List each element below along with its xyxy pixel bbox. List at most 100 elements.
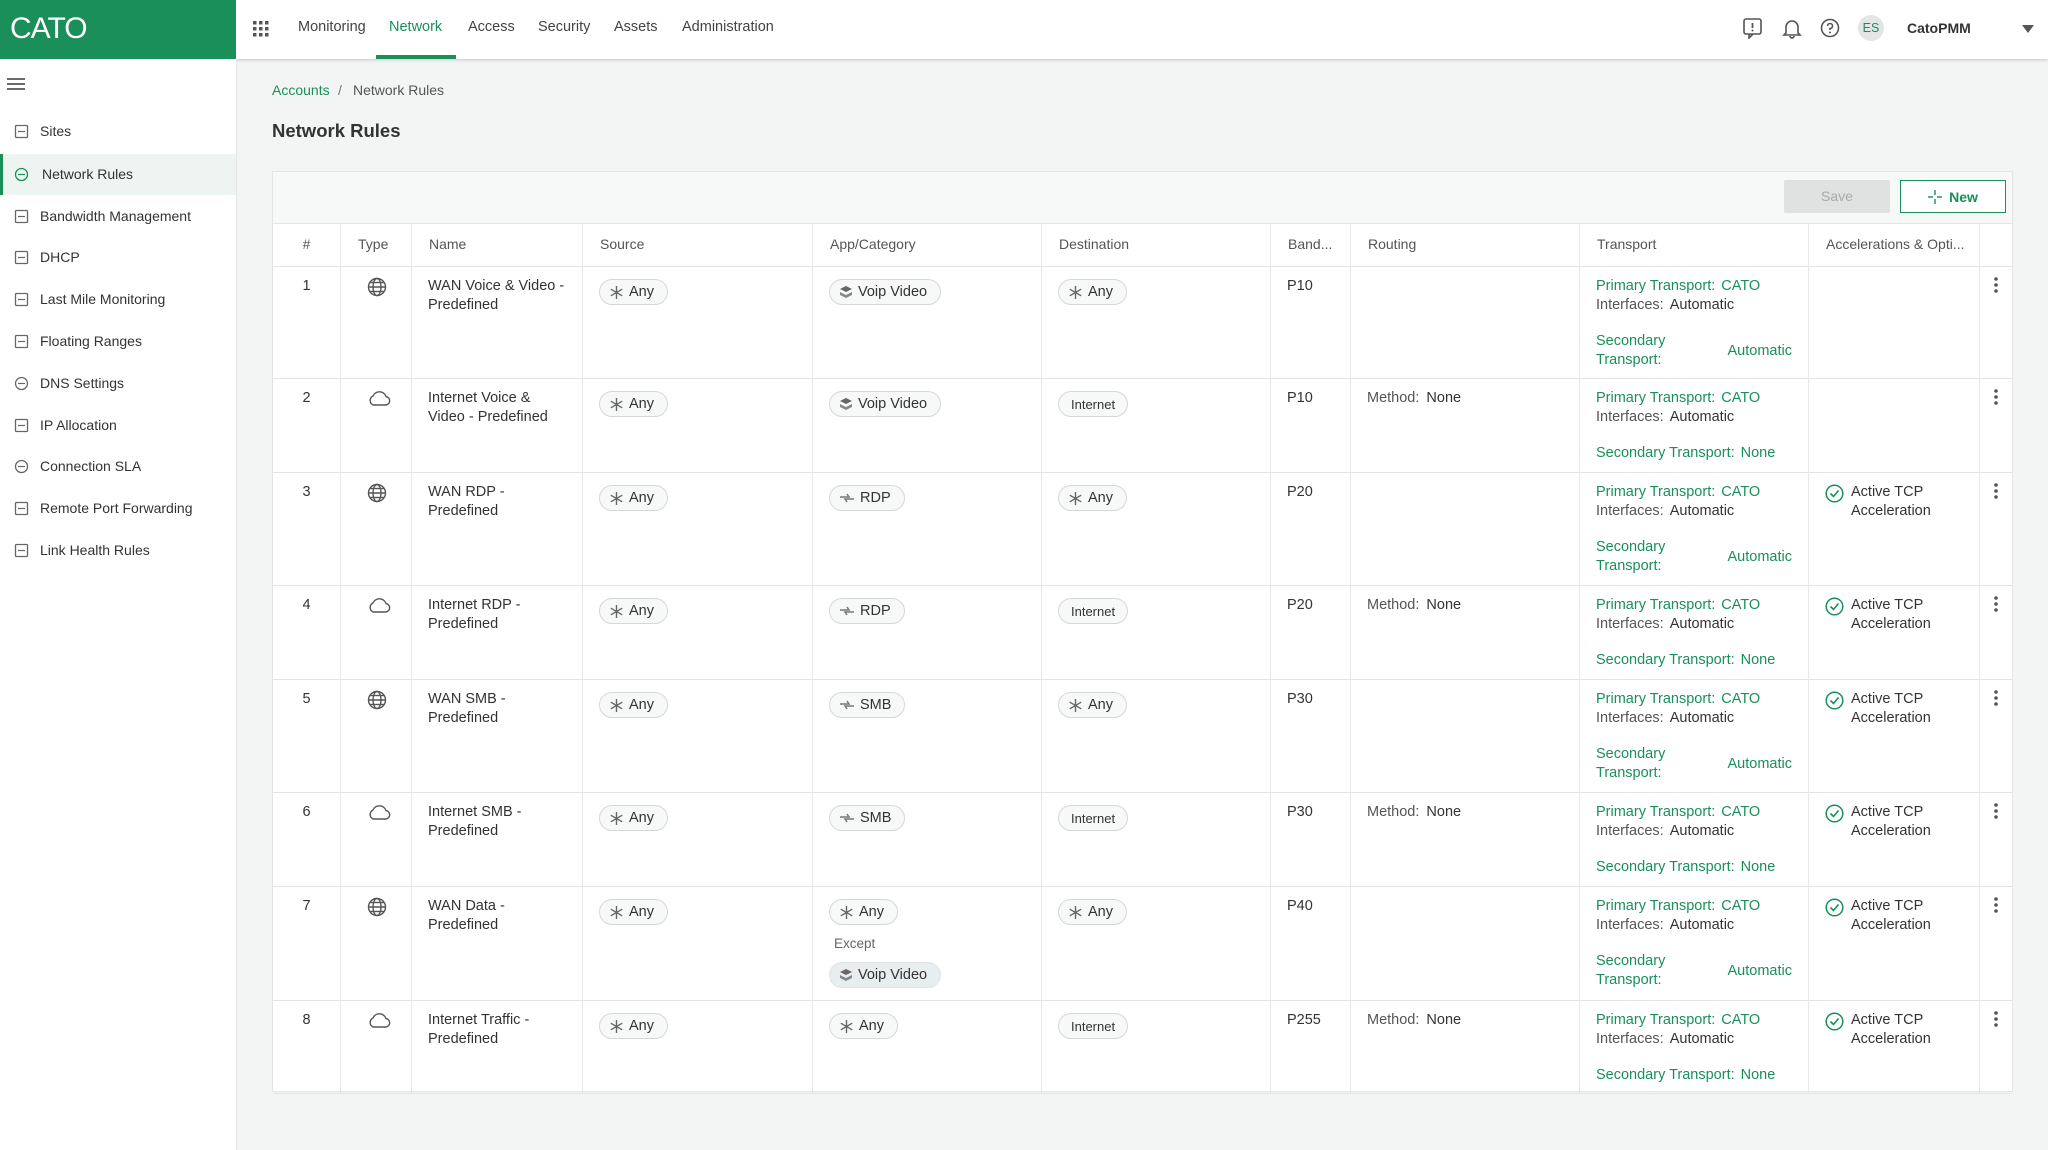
primary-label: Primary Transport: [1596,390,1716,406]
secondary-value: None [1740,445,1776,461]
primary-transport: Primary Transport: CATO [1596,1011,1792,1030]
routing-label: Method: [1367,804,1420,820]
row-menu-svg [1994,483,1998,499]
chip-label: Any [629,489,654,506]
breadcrumb-sep: / [338,82,342,98]
column-header[interactable]: # [273,223,341,266]
chip: Internet [1058,1013,1129,1039]
row-menu[interactable] [1994,897,1998,913]
sidebar-item[interactable]: Network Rules [0,153,236,195]
sidebar-item[interactable]: Remote Port Forwarding [0,488,236,529]
menu-toggle [7,77,25,91]
primary-value: CATO [1721,691,1761,707]
row-menu[interactable] [1994,483,1998,499]
rule-row: 3 WAN RDP - Predefined Any RDP Any P20 Primary… [273,472,2012,586]
nav-item[interactable]: Security [538,19,591,35]
cell: WAN RDP - Predefined [412,472,583,585]
sidebar-item[interactable]: Sites [0,111,236,152]
sidebar-icon-svg [14,167,29,181]
primary-value: CATO [1721,390,1761,406]
sidebar-item[interactable]: DHCP [0,237,236,278]
secondary-label: Secondary Transport: [1596,652,1735,668]
check-icon [1825,691,1844,710]
nav-item[interactable]: Monitoring [298,19,366,35]
row-menu-svg [1994,690,1998,706]
sidebar-item[interactable]: Connection SLA [0,446,236,487]
column-header-actions [1980,223,2014,266]
column-header[interactable]: Destination [1042,223,1271,266]
nav-item[interactable]: Network [389,19,443,35]
user-caret [2021,24,2035,34]
chip-label: Any [629,809,654,826]
save-button[interactable]: Save [1784,180,1890,213]
column-header[interactable]: Band... [1271,223,1351,266]
primary-transport: Primary Transport: CATO [1596,483,1792,502]
column-header[interactable]: App/Category [813,223,1042,266]
cell: Method: None [1351,1000,1580,1093]
primary-label: Primary Transport: [1596,691,1716,707]
sidebar-item[interactable]: Floating Ranges [0,321,236,362]
cell: P30 [1271,792,1351,886]
chip-label: Any [629,696,654,713]
wan-icon-svg [367,897,387,917]
secondary-value: Automatic [1727,962,1792,979]
new-icon [1928,189,1943,204]
internet-icon-svg [369,1013,391,1028]
row-menu[interactable] [1994,1011,1998,1027]
chip-icon-svg [610,604,623,618]
row-menu[interactable] [1994,596,1998,612]
logo: CATO [10,12,88,45]
sidebar-label: Remote Port Forwarding [40,500,193,517]
sidebar-item[interactable]: Link Health Rules [0,530,236,571]
nav-item[interactable]: Assets [614,19,658,35]
sidebar-item[interactable]: IP Allocation [0,405,236,446]
routing-label: Method: [1367,1012,1420,1028]
rule-name: Internet Traffic - Predefined [428,1012,530,1047]
column-header[interactable]: Name [412,223,583,266]
secondary-value: None [1740,652,1776,668]
cell: WAN Voice & Video - Predefined [412,266,583,378]
column-header[interactable]: Accelerations & Opti... [1809,223,1980,266]
interfaces-label: Interfaces: [1596,297,1664,313]
cell: Primary Transport: CATO Interfaces: Automat… [1580,886,1809,1000]
chip-icon-svg [610,811,623,825]
interfaces-value: Automatic [1669,616,1735,632]
column-header[interactable]: Source [583,223,813,266]
user-avatar[interactable]: ES [1858,15,1884,41]
logo-area: CATO [0,0,236,59]
cell: Primary Transport: CATO Interfaces: Automat… [1580,792,1809,886]
row-menu[interactable] [1994,389,1998,405]
chip-label: Any [1088,283,1113,300]
apps-icon [253,21,269,37]
cell: P10 [1271,378,1351,472]
internet-icon [367,389,391,407]
chip-label: Voip Video [858,283,928,300]
sidebar-item[interactable]: Bandwidth Management [0,196,236,237]
nav-item[interactable]: Access [468,19,515,35]
row-menu-svg [1994,897,1998,913]
column-header[interactable]: Type [341,223,412,266]
chip-icon [610,397,623,411]
sidebar-item[interactable]: Last Mile Monitoring [0,279,236,320]
nav-item[interactable]: Administration [682,19,774,35]
secondary-label: Secondary Transport: [1596,746,1666,781]
cell: Primary Transport: CATO Interfaces: Automat… [1580,585,1809,679]
cell: Internet [1042,378,1271,472]
cell: Method: None [1351,585,1580,679]
user-name[interactable]: CatoPMM [1907,20,1971,36]
column-header[interactable]: Routing [1351,223,1580,266]
sidebar-item[interactable]: DNS Settings [0,363,236,404]
cell: SMB [813,792,1042,886]
cell [1809,266,1980,378]
cell: Internet RDP - Predefined [412,585,583,679]
rule-number: 5 [302,691,311,707]
sidebar-icon-svg [14,418,29,432]
row-menu[interactable] [1994,690,1998,706]
bell-icon-svg [1782,20,1802,39]
column-header[interactable]: Transport [1580,223,1809,266]
row-menu[interactable] [1994,277,1998,293]
cell [1351,886,1580,1000]
row-menu[interactable] [1994,803,1998,819]
new-button[interactable]: New [1900,180,2006,213]
breadcrumb-link[interactable]: Accounts [272,82,330,98]
